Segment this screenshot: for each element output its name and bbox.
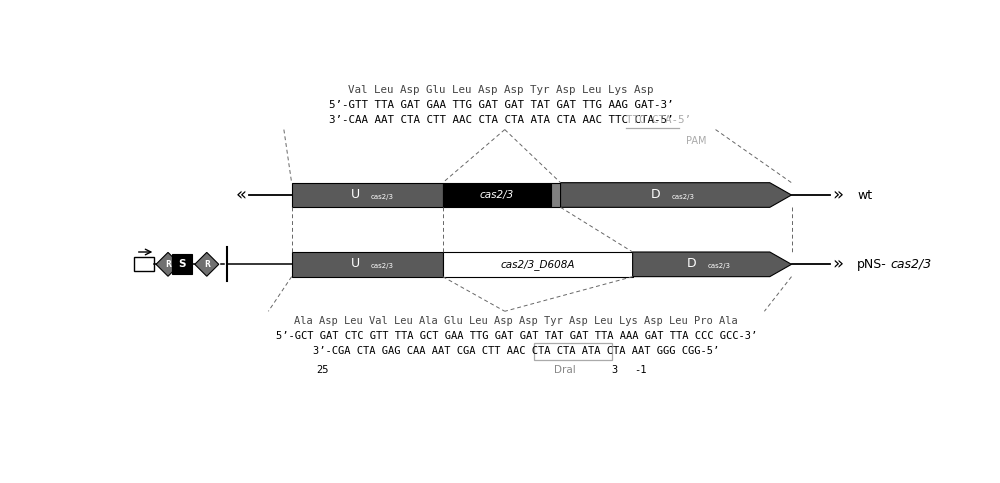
Bar	[534, 343, 612, 360]
Text: »: »	[832, 256, 843, 273]
Text: cas2/3: cas2/3	[371, 263, 394, 269]
Polygon shape	[156, 253, 180, 276]
Text: D: D	[651, 188, 661, 201]
Text: cas2/3: cas2/3	[707, 263, 730, 269]
Text: PAM: PAM	[686, 136, 706, 146]
Text: Ala Asp Leu Val Leu Ala Glu Leu Asp Asp Tyr Asp Leu Lys Asp Leu Pro Ala: Ala Asp Leu Val Leu Ala Glu Leu Asp Asp …	[294, 315, 738, 326]
Text: Val Leu Asp Glu Leu Asp Asp Tyr Asp Leu Lys Asp: Val Leu Asp Glu Leu Asp Asp Tyr Asp Leu …	[348, 85, 654, 95]
Text: wt: wt	[857, 188, 872, 201]
Text: R: R	[204, 260, 210, 269]
Text: pNS-: pNS-	[857, 258, 887, 271]
Text: 3’-CGA CTA GAG CAA AAT CGA CTT AAC CTA CTA ATA CTA AAT GGG CGG-5’: 3’-CGA CTA GAG CAA AAT CGA CTT AAC CTA C…	[313, 346, 720, 356]
Text: »: »	[832, 186, 843, 204]
Text: cas2/3: cas2/3	[480, 190, 514, 200]
Bar	[172, 255, 192, 274]
Text: DraI: DraI	[554, 365, 576, 375]
Text: 5’-GCT GAT CTC GTT TTA GCT GAA TTG GAT GAT TAT GAT TTA AAA GAT TTA CCC GCC-3’: 5’-GCT GAT CTC GTT TTA GCT GAA TTG GAT G…	[276, 331, 757, 341]
Bar	[134, 257, 154, 271]
Polygon shape	[561, 183, 792, 207]
Text: cas2/3: cas2/3	[371, 194, 394, 200]
Bar	[292, 183, 443, 207]
Text: R: R	[165, 260, 171, 269]
Text: U: U	[351, 257, 360, 270]
Bar	[443, 183, 551, 207]
Text: 25: 25	[316, 365, 329, 375]
Polygon shape	[195, 253, 219, 276]
Text: 3’-CAA AAT CTA CTT AAC CTA CTA ATA CTA AAC TTC CTA-5’: 3’-CAA AAT CTA CTT AAC CTA CTA ATA CTA A…	[329, 115, 673, 125]
Bar	[443, 252, 633, 277]
Text: 3: 3	[612, 365, 618, 375]
Text: TTC CTA-5’: TTC CTA-5’	[626, 115, 691, 125]
Text: -1: -1	[634, 365, 647, 375]
Bar	[292, 252, 443, 277]
Bar	[551, 183, 561, 207]
Text: cas2/3: cas2/3	[671, 194, 694, 200]
Text: cas2/3: cas2/3	[891, 258, 932, 271]
Text: U: U	[351, 188, 360, 201]
Text: 5’-GTT TTA GAT GAA TTG GAT GAT TAT GAT TTG AAG GAT-3’: 5’-GTT TTA GAT GAA TTG GAT GAT TAT GAT T…	[329, 100, 673, 110]
Text: «: «	[236, 186, 247, 204]
Text: cas2/3_D608A: cas2/3_D608A	[500, 259, 575, 270]
Text: D: D	[687, 257, 697, 270]
Polygon shape	[633, 252, 792, 277]
Text: S: S	[179, 259, 186, 270]
